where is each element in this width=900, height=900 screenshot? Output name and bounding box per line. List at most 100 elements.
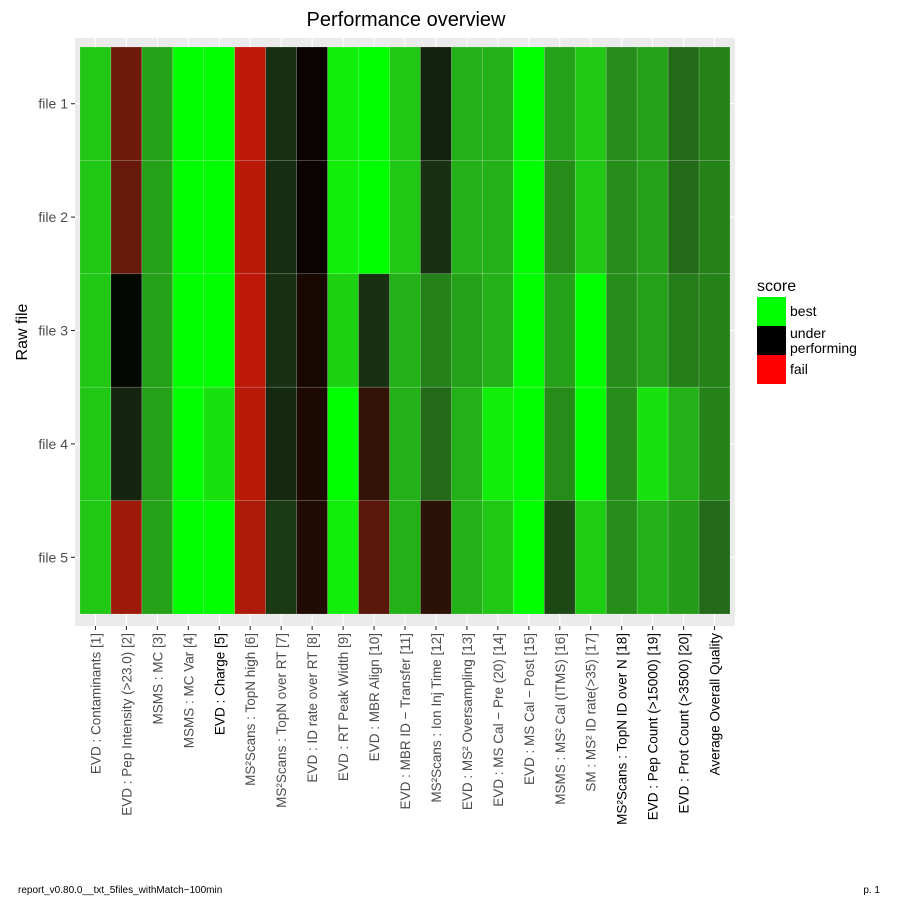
heatmap-tile [667, 386, 700, 501]
heatmap-tile [296, 273, 328, 388]
heatmap-tile [79, 273, 112, 388]
heatmap-tile [513, 160, 545, 275]
x-tick-label: EVD : MS² Oversampling [13] [460, 633, 475, 810]
heatmap-tile [203, 500, 236, 615]
heatmap-tile [574, 386, 607, 501]
legend-label: fail [790, 361, 808, 377]
x-tick-label: MS²Scans : TopN high [6] [243, 633, 258, 786]
heatmap-tile [79, 160, 112, 275]
legend: score best under performing fail [757, 278, 857, 384]
heatmap-tile [358, 386, 390, 501]
heatmap-tile [389, 46, 421, 161]
x-tick-label: EVD : Charge [5] [212, 633, 227, 735]
heatmap-tile [265, 160, 297, 275]
heatmap-tile [636, 46, 669, 161]
heatmap-tile [110, 273, 143, 388]
heatmap-tile [327, 386, 359, 501]
heatmap-tile [172, 273, 205, 388]
heatmap-tile [296, 386, 328, 501]
heatmap-tile [451, 160, 483, 275]
x-tick-label: EVD : MBR ID − Transfer [11] [398, 633, 413, 809]
heatmap-tile [543, 500, 576, 615]
heatmap-tile [605, 273, 638, 388]
heatmap-tile [574, 273, 607, 388]
heatmap-tile [296, 500, 328, 615]
heatmap-tile [327, 273, 359, 388]
heatmap-tile [79, 500, 112, 615]
heatmap-tile [110, 46, 143, 161]
heatmap-tile [141, 273, 174, 388]
heatmap-tile [420, 160, 452, 275]
x-tick-label: EVD : Pep Count (>15000) [19] [646, 633, 661, 820]
heatmap-tile [358, 160, 390, 275]
heatmap-tile [234, 46, 267, 161]
legend-label: under performing [790, 325, 857, 356]
heatmap-tile [482, 46, 514, 161]
heatmap-tile [420, 386, 452, 501]
x-tick-label: MSMS : MC [3] [150, 633, 165, 725]
heatmap-tile [482, 160, 514, 275]
heatmap-tile [358, 500, 390, 615]
heatmap-tile [667, 500, 700, 615]
heatmap-tile [141, 46, 174, 161]
heatmap-tile [358, 273, 390, 388]
heatmap-tile [172, 160, 205, 275]
x-tick-label: EVD : MS Cal − Pre (20) [14] [491, 633, 506, 807]
heatmap-tile [203, 46, 236, 161]
heatmap-tile [79, 46, 112, 161]
heatmap-tile [605, 46, 638, 161]
heatmap-tile [141, 500, 174, 615]
x-tick-label: MSMS : MC Var [4] [181, 633, 196, 748]
heatmap-tile [451, 46, 483, 161]
x-tick-label: EVD : Contaminants [1] [88, 633, 103, 774]
heatmap-tile [543, 386, 576, 501]
footer-report-name: report_v0.80.0__txt_5files_withMatch−100… [18, 885, 222, 896]
heatmap-tile [636, 500, 669, 615]
heatmap-tile [698, 160, 731, 275]
x-tick-label: MS²Scans : TopN over RT [7] [274, 633, 289, 808]
heatmap-tile [667, 46, 700, 161]
heatmap-tile [110, 500, 143, 615]
heatmap-tile [296, 160, 328, 275]
heatmap-tile [574, 160, 607, 275]
heatmap-tile [698, 500, 731, 615]
heatmap-tile [234, 500, 267, 615]
heatmap-tile [327, 46, 359, 161]
heatmap-tile [451, 500, 483, 615]
heatmap-tile [482, 273, 514, 388]
y-tick-label: file 1 [38, 96, 68, 112]
heatmap-tile [141, 160, 174, 275]
heatmap-tile [574, 500, 607, 615]
heatmap-tile [667, 273, 700, 388]
x-axis: EVD : Contaminants [1] EVD : Pep Intensit… [88, 626, 723, 825]
x-tick-label: EVD : MS Cal − Post [15] [522, 633, 537, 785]
heatmap-tile [234, 273, 267, 388]
heatmap-tile [482, 500, 514, 615]
heatmap-tile [636, 386, 669, 501]
heatmap-tile [172, 500, 205, 615]
x-tick-label: MSMS : MS² Cal (ITMS) [16] [553, 633, 568, 805]
heatmap-tile [420, 46, 452, 161]
heatmap-tile [698, 46, 731, 161]
heatmap-tile [203, 160, 236, 275]
heatmap-tile [265, 386, 297, 501]
legend-key [757, 297, 786, 326]
heatmap-tile [543, 46, 576, 161]
heatmap-tile [636, 160, 669, 275]
x-tick-label: MS²Scans : TopN ID over N [18] [615, 633, 630, 825]
heatmap-tile [265, 500, 297, 615]
heatmap-tile [451, 386, 483, 501]
heatmap-tile [389, 273, 421, 388]
x-tick-label: Average Overall Quality [708, 633, 723, 776]
x-tick-label: SM : MS² ID rate(>35) [17] [584, 633, 599, 792]
heatmap-tile [574, 46, 607, 161]
y-tick-label: file 2 [38, 209, 68, 225]
heatmap-tile [389, 386, 421, 501]
heatmap-tile [110, 386, 143, 501]
x-tick-label: MS²Scans : Ion Inj Time [12] [429, 633, 444, 803]
y-tick-label: file 5 [38, 549, 68, 565]
heatmap-tile [296, 46, 328, 161]
heatmap-tile [358, 46, 390, 161]
heatmap-tile [110, 160, 143, 275]
x-tick-label: EVD : RT Peak Width [9] [336, 633, 351, 781]
